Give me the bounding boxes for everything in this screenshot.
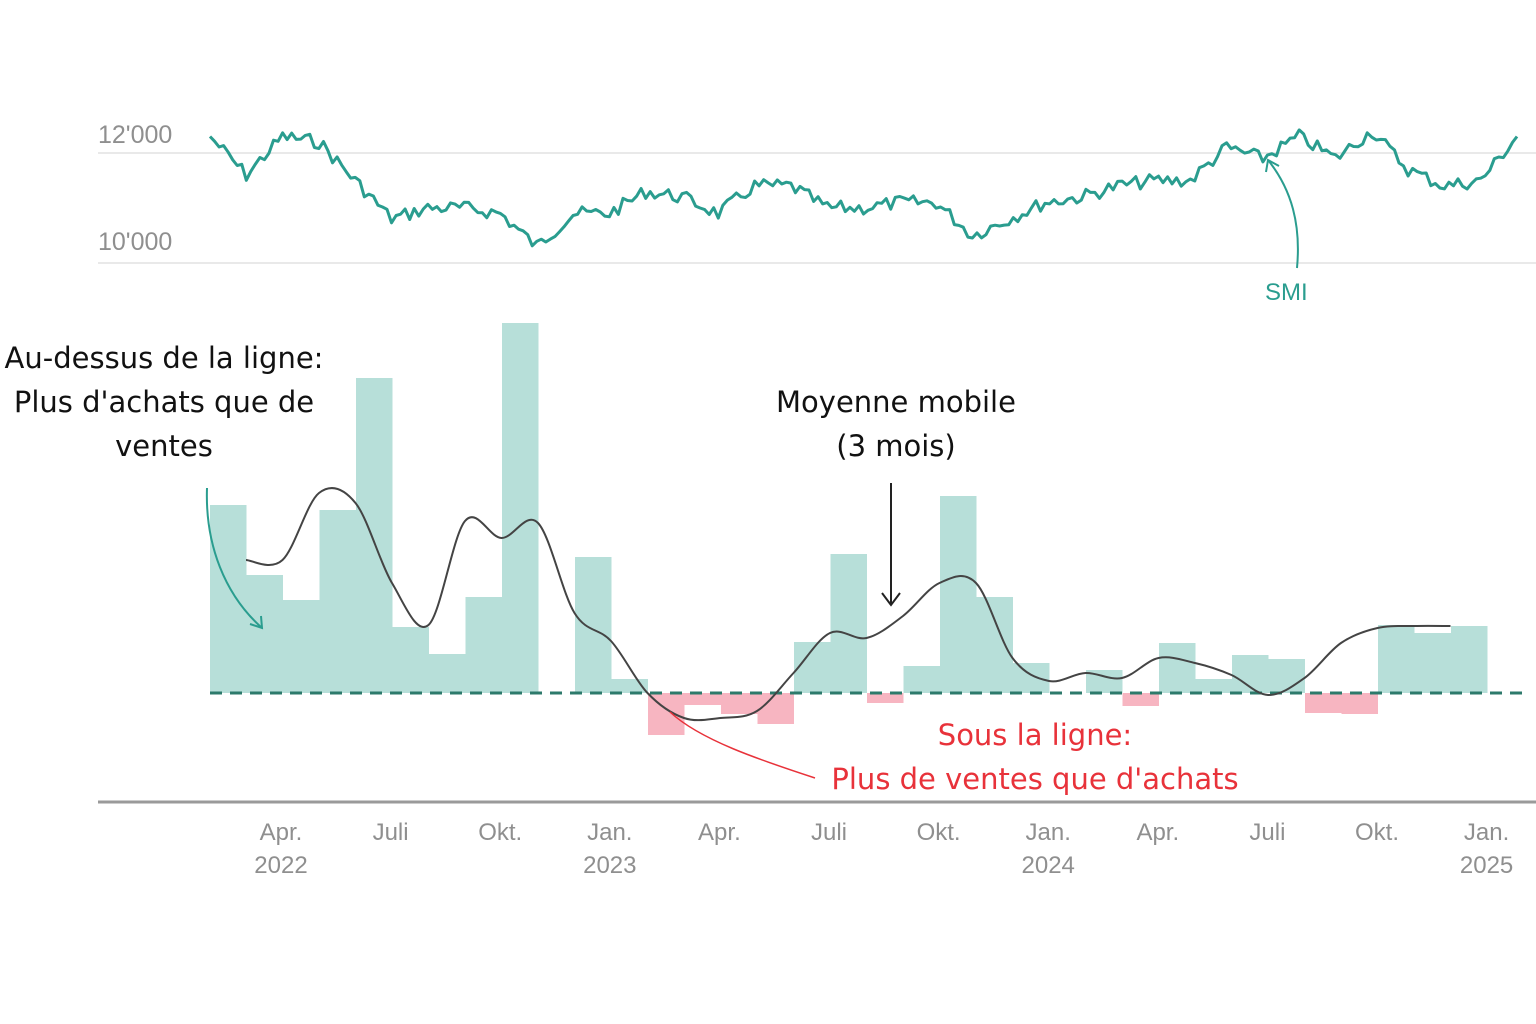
smi-panel: 12'000 10'000 SMI <box>98 121 1536 306</box>
x-tick-month-label: Okt. <box>1355 819 1399 846</box>
above-annotation-line1: Au-dessus de la ligne: <box>5 341 324 375</box>
below-annotation-line2: Plus de ventes que d'achats <box>831 762 1238 796</box>
above-arrow <box>205 487 263 629</box>
smi-line <box>208 128 1519 248</box>
above-annotation-line2: Plus d'achats que de <box>14 385 314 419</box>
bar-positive <box>1378 625 1415 693</box>
x-tick-month-label: Juli <box>1249 819 1285 846</box>
x-tick-month-label: Juli <box>373 819 409 846</box>
above-annotation-line3: ventes <box>115 429 213 463</box>
bar-positive <box>575 557 612 693</box>
bar-positive <box>283 600 320 693</box>
bar-negative <box>1305 693 1342 713</box>
bar-positive <box>392 627 429 693</box>
x-tick-month-label: Okt. <box>478 819 522 846</box>
smi-label: SMI <box>1265 279 1308 306</box>
bar-positive <box>356 378 393 693</box>
bar-negative <box>757 693 794 724</box>
bar-positive <box>1451 626 1488 693</box>
moving-average-label-line1: Moyenne mobile <box>776 385 1016 419</box>
moving-average-arrow-head <box>881 592 901 607</box>
bar-positive <box>429 654 466 693</box>
smi-arrow <box>1267 159 1299 269</box>
below-arrow <box>669 711 816 779</box>
x-tick-month-label: Apr. <box>1136 819 1179 846</box>
bar-negative <box>1122 693 1159 706</box>
bar-positive <box>1195 679 1232 693</box>
below-annotation-line1: Sous la ligne: <box>938 718 1132 752</box>
smi-ytick-label: 10'000 <box>98 228 172 256</box>
bar-positive <box>976 597 1013 693</box>
bar-positive <box>830 554 867 693</box>
x-tick-month-label: Jan. <box>1026 819 1071 846</box>
bar-negative <box>684 693 721 705</box>
bar-positive <box>1414 633 1451 693</box>
bar-positive <box>1268 659 1305 693</box>
x-tick-month-label: Okt. <box>917 819 961 846</box>
bar-positive <box>1013 663 1050 693</box>
annotations: Au-dessus de la ligne: Plus d'achats que… <box>5 341 1239 796</box>
smi-arrow-head <box>1265 158 1280 173</box>
bar-positive <box>1086 670 1123 693</box>
x-tick-month-label: Jan. <box>587 819 632 846</box>
x-tick-year-label: 2022 <box>254 852 307 879</box>
bar-positive <box>465 597 502 693</box>
bar-positive <box>903 666 940 693</box>
bar-positive <box>1159 643 1196 693</box>
above-arrow-head <box>249 615 264 630</box>
x-tick-month-label: Juli <box>811 819 847 846</box>
x-tick-year-label: 2024 <box>1022 852 1075 879</box>
x-tick-month-label: Apr. <box>260 819 303 846</box>
moving-average-label-line2: (3 mois) <box>836 429 955 463</box>
smi-ytick-label: 12'000 <box>98 121 172 149</box>
bar-positive <box>246 575 283 693</box>
x-tick-year-label: 2023 <box>583 852 636 879</box>
bar-positive <box>940 496 977 693</box>
bar-positive <box>502 323 539 693</box>
bar-negative <box>721 693 758 714</box>
bar-positive <box>210 505 247 693</box>
bars-group <box>210 323 1488 735</box>
x-tick-month-label: Apr. <box>698 819 741 846</box>
moving-average-line <box>245 487 1451 722</box>
bar-positive <box>319 510 356 693</box>
x-ticks-group: Apr. 2022 Juli Okt. Jan. 2023 Apr. Juli Okt. Jan.… <box>254 819 1513 879</box>
bar-negative <box>867 693 904 703</box>
bar-panel: Apr. 2022 Juli Okt. Jan. 2023 Apr. Juli Okt. Jan.… <box>98 323 1536 879</box>
bar-negative <box>1341 693 1378 714</box>
x-tick-month-label: Jan. <box>1464 819 1509 846</box>
x-tick-year-label: 2025 <box>1460 852 1513 879</box>
